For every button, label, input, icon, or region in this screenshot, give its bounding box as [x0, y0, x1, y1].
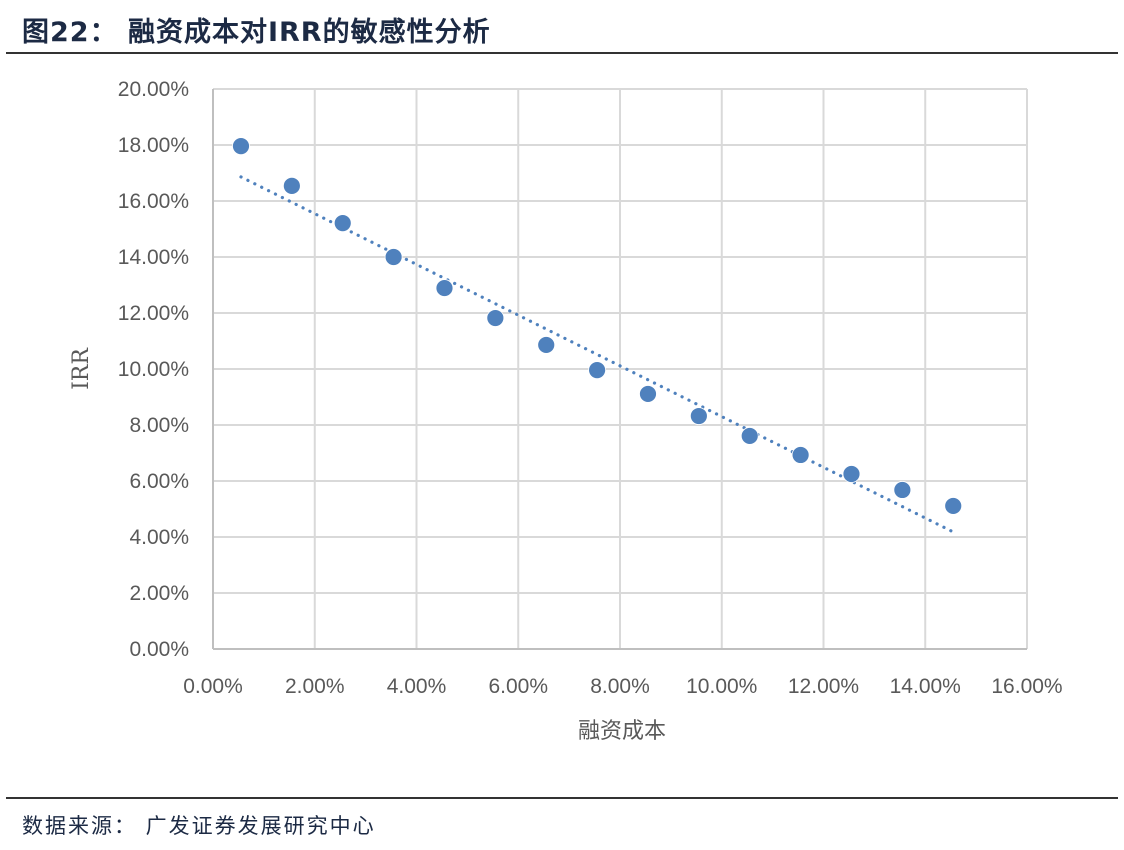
y-tick-label: 10.00% — [118, 358, 189, 381]
x-tick-label: 0.00% — [183, 675, 243, 698]
data-point — [588, 361, 607, 380]
x-tick-label: 4.00% — [387, 675, 447, 698]
x-axis-title: 融资成本 — [578, 719, 666, 744]
figure-title: 图22： 融资成本对IRR的敏感性分析 — [22, 17, 491, 48]
y-tick-label: 6.00% — [129, 470, 189, 493]
source-note: 数据来源： 广发证券发展研究中心 — [22, 814, 376, 838]
data-point — [893, 481, 912, 499]
data-point — [537, 336, 556, 354]
data-point — [384, 248, 403, 266]
data-point — [282, 176, 301, 195]
x-tick-label: 14.00% — [890, 675, 961, 698]
data-point — [791, 446, 810, 464]
x-tick-label: 6.00% — [488, 675, 548, 698]
data-point — [639, 385, 657, 403]
x-tick-label: 10.00% — [686, 675, 757, 698]
bottom-divider — [6, 797, 1118, 799]
y-axis-title: IRR — [69, 347, 94, 390]
x-tick-label: 8.00% — [590, 675, 650, 698]
data-point — [842, 465, 861, 483]
x-tick-label: 16.00% — [991, 675, 1062, 698]
data-point — [944, 497, 963, 515]
y-tick-label: 14.00% — [118, 246, 189, 269]
y-tick-label: 4.00% — [129, 526, 189, 549]
data-point — [333, 214, 352, 233]
y-tick-label: 12.00% — [118, 302, 189, 325]
y-tick-label: 16.00% — [118, 190, 189, 213]
y-tick-label: 20.00% — [118, 78, 189, 101]
y-tick-label: 0.00% — [129, 638, 189, 661]
x-tick-label: 2.00% — [285, 675, 345, 698]
data-point — [689, 407, 708, 425]
data-point — [232, 137, 250, 156]
linear-trendline — [239, 175, 955, 534]
y-tick-label: 8.00% — [129, 414, 189, 437]
y-tick-label: 18.00% — [118, 134, 189, 157]
x-tick-label: 12.00% — [788, 675, 859, 698]
scatter-chart: 0.00% 2.00% 4.00% 6.00% 8.00% 10.00% 12.00% 14.… — [69, 78, 1063, 744]
data-point — [486, 309, 505, 327]
y-tick-label: 2.00% — [129, 582, 189, 605]
top-divider — [6, 52, 1118, 54]
data-point — [740, 427, 759, 445]
data-point — [435, 279, 454, 297]
